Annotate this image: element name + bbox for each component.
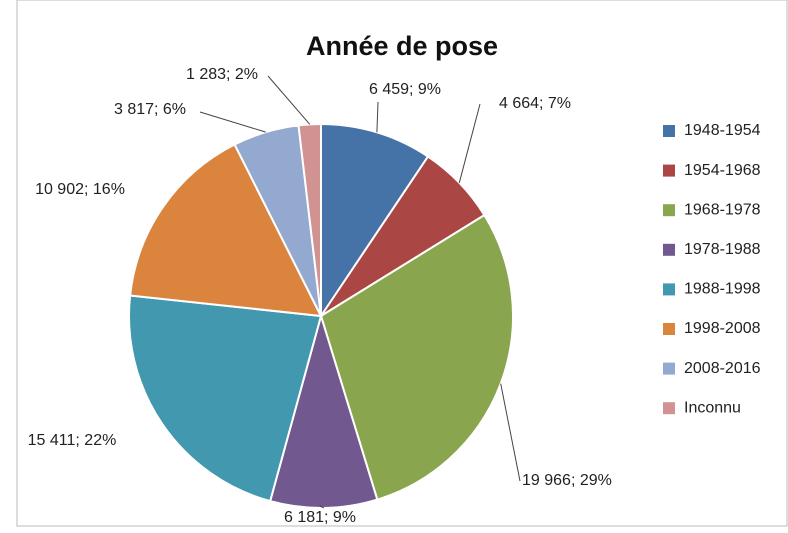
data-label: 4 664; 7% [499, 95, 571, 112]
legend-label: 1968-1978 [684, 201, 761, 218]
data-label: 6 459; 9% [369, 81, 441, 98]
pie-slice [128, 143, 323, 318]
legend-swatch [663, 164, 675, 177]
legend-swatch [663, 362, 675, 375]
pie-slice [268, 312, 379, 509]
legend-swatch [663, 283, 675, 296]
legend-swatch [663, 323, 675, 335]
data-label: 1 283; 2% [186, 66, 258, 83]
data-label: 3 817; 6% [114, 101, 186, 118]
legend-label: 1948-1954 [684, 122, 761, 139]
data-label: 6 181; 9% [284, 509, 356, 526]
legend-label: 1978-1988 [684, 241, 761, 258]
leader-line [458, 103, 481, 183]
pie-slice [297, 122, 322, 317]
pie-slice [128, 294, 323, 503]
legend-label: 2008-2016 [684, 360, 761, 377]
leader-line [376, 101, 379, 133]
pie-slice [320, 122, 430, 320]
pie-slice [319, 213, 514, 501]
leader-line [199, 111, 266, 133]
legend-label: 1988-1998 [684, 281, 761, 298]
data-label: 19 966; 29% [522, 472, 612, 489]
legend-swatch [663, 204, 675, 217]
data-label: 15 411; 22% [28, 432, 117, 449]
legend-swatch [663, 402, 675, 415]
leader-line [500, 383, 521, 482]
leader-line [319, 505, 325, 509]
data-label: 10 902; 16% [35, 181, 125, 198]
leader-line [267, 75, 311, 125]
legend-swatch [663, 125, 675, 137]
legend-swatch [663, 243, 675, 256]
legend-label: 1998-2008 [684, 320, 761, 337]
legend-label: Inconnu [684, 399, 741, 416]
chart-title: Année de pose [306, 31, 498, 61]
legend-label: 1954-1968 [684, 162, 761, 179]
